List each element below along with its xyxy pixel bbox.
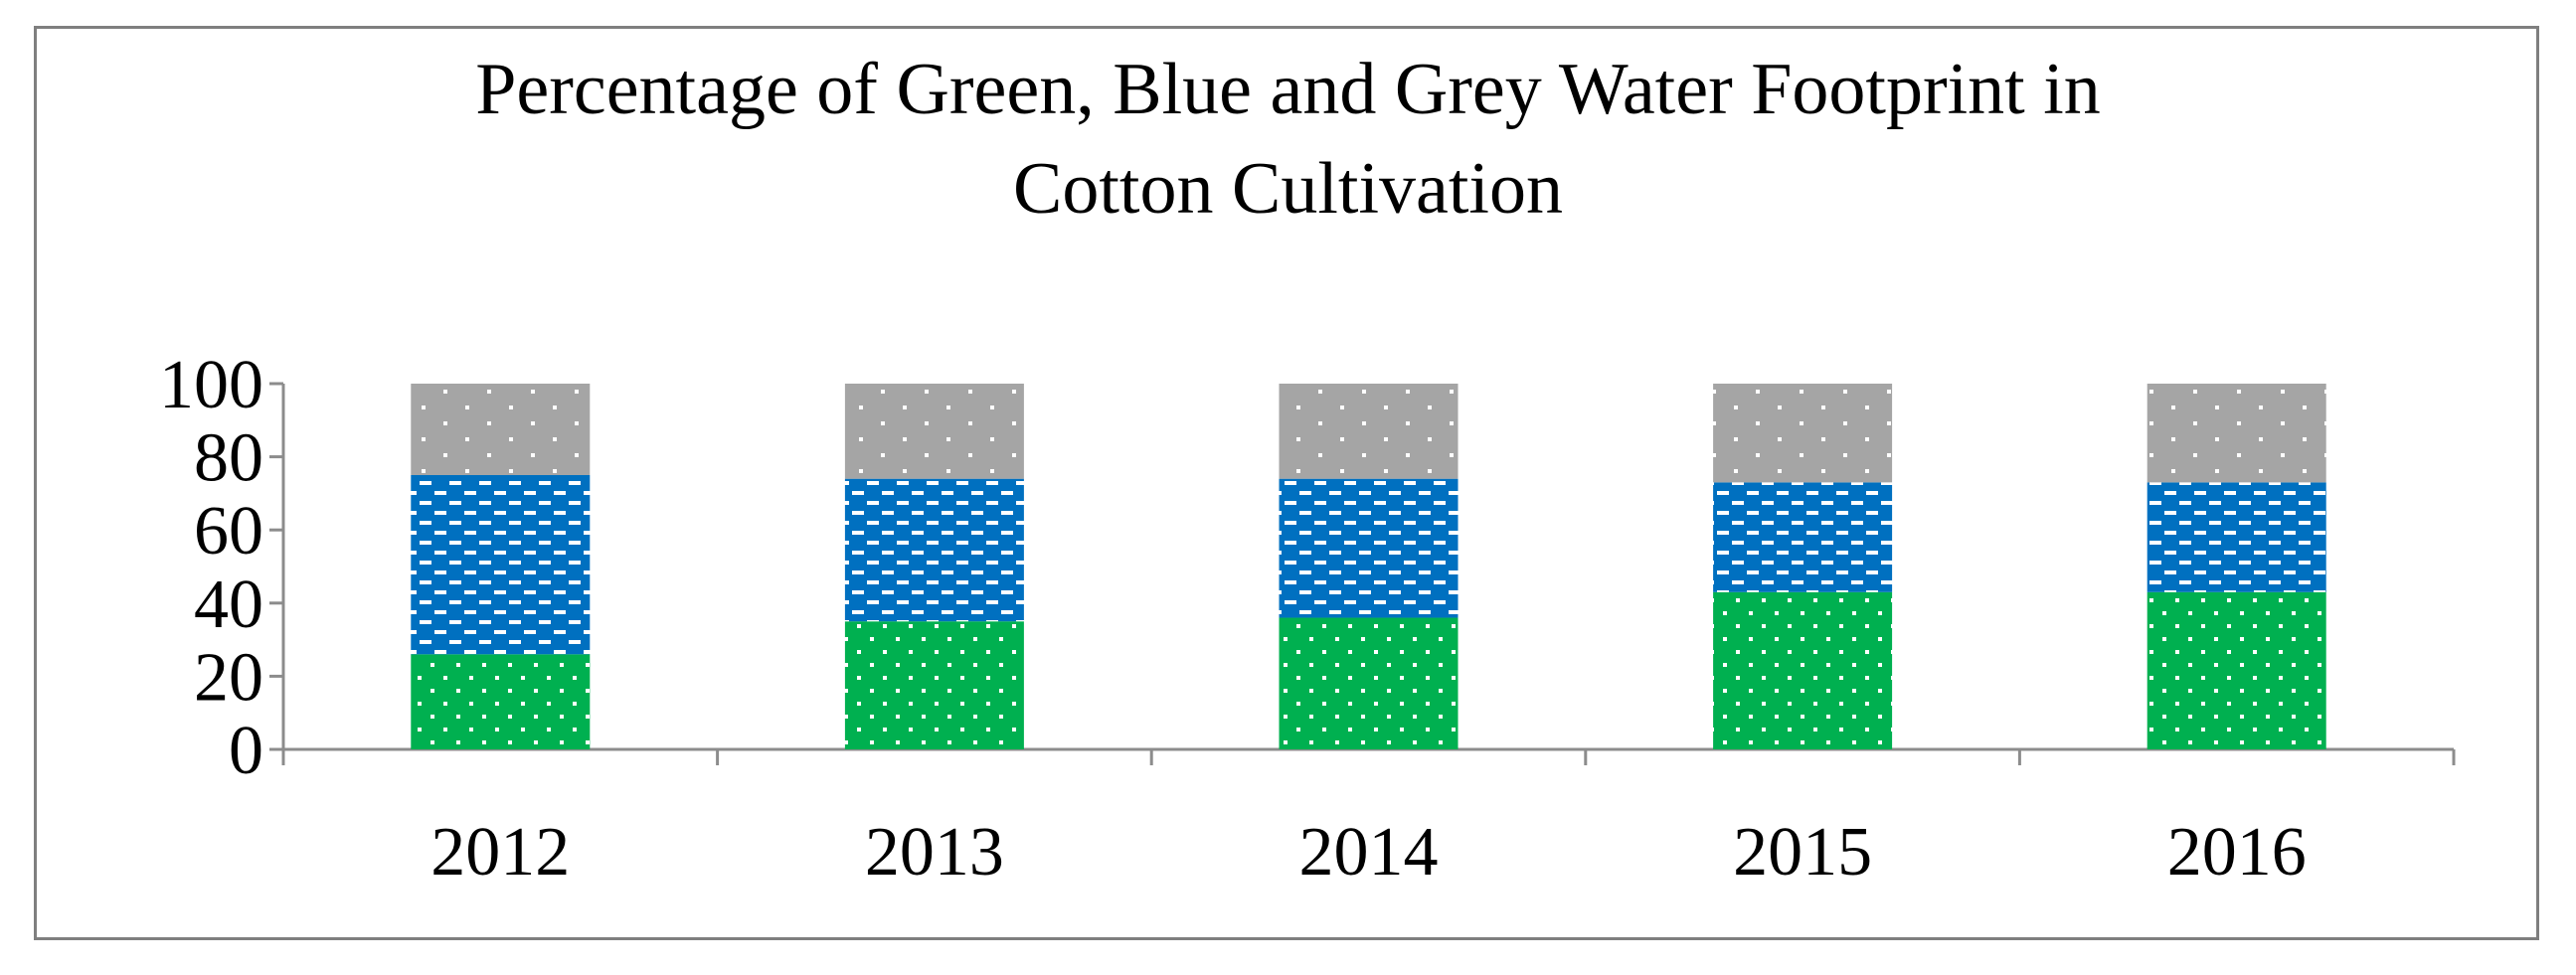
chart-title: Percentage of Green, Blue and Grey Water… (475, 49, 2101, 230)
bar-segment-2015-2 (1713, 482, 1893, 592)
x-tick-label: 2014 (1299, 814, 1439, 891)
y-tick-label: 60 (194, 493, 263, 569)
y-tick-label: 40 (194, 567, 263, 643)
y-tick-label: 20 (194, 639, 263, 716)
bar-segment-2014-2 (1279, 478, 1459, 618)
bar-segment-2012-1 (411, 654, 591, 749)
bar-segment-2012-2 (411, 475, 591, 655)
bar-segment-2014-3 (1279, 384, 1459, 479)
bar-segment-2014-1 (1279, 617, 1459, 749)
x-tick-label: 2016 (2167, 814, 2307, 891)
bar-segment-2015-1 (1713, 591, 1893, 749)
x-tick-label: 2013 (865, 814, 1004, 891)
x-tick-label: 2015 (1733, 814, 1872, 891)
bar-segment-2015-3 (1713, 384, 1893, 483)
bar-segment-2016-3 (2147, 384, 2326, 483)
bars (411, 384, 2326, 749)
y-tick-label: 100 (159, 347, 263, 423)
bar-segment-2013-2 (844, 478, 1024, 622)
bar-segment-2016-2 (2147, 482, 2326, 592)
bar-segment-2016-1 (2147, 591, 2326, 749)
bar-segment-2012-3 (411, 384, 591, 475)
bar-segment-2013-3 (844, 384, 1024, 479)
y-tick-label: 80 (194, 420, 263, 497)
x-tick-label: 2012 (430, 814, 570, 891)
bar-segment-2013-1 (844, 621, 1024, 749)
x-axis: 2012 2013 2014 2015 2016 (281, 747, 2456, 891)
y-tick-label: 0 (229, 713, 263, 789)
